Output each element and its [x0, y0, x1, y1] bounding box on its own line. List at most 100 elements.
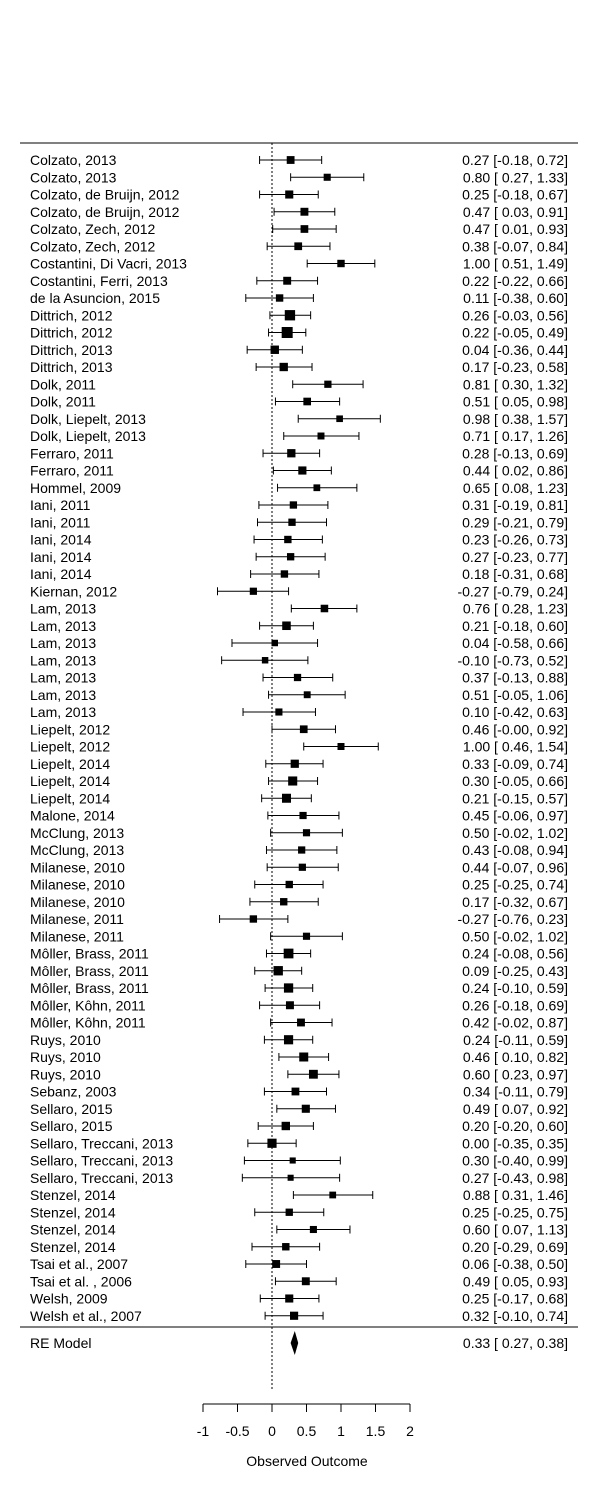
study-label: Môller, Brass, 2011 [30, 963, 149, 979]
effect-text: 0.23 [-0.26, 0.73] [462, 532, 568, 548]
study-row: Kiernan, 2012 -0.27 [-0.79, 0.24] [30, 583, 568, 599]
effect-text: 0.30 [-0.05, 0.66] [462, 773, 568, 789]
effect-text: 0.34 [-0.11, 0.79] [463, 1084, 568, 1100]
study-row: Ferraro, 2011 0.28 [-0.13, 0.69] [30, 445, 568, 461]
study-label: Liepelt, 2014 [30, 773, 110, 789]
effect-text: 0.00 [-0.35, 0.35] [462, 1135, 568, 1151]
effect-text: 0.26 [-0.18, 0.69] [462, 997, 568, 1013]
study-row: Welsh et al., 2007 0.32 [-0.10, 0.74] [30, 1308, 568, 1324]
study-row: Môller, Kôhn, 2011 0.42 [-0.02, 0.87] [30, 1015, 568, 1031]
effect-text: 0.27 [-0.43, 0.98] [462, 1170, 568, 1186]
study-label: Stenzel, 2014 [30, 1222, 116, 1238]
point-estimate [267, 1138, 277, 1148]
study-label: Liepelt, 2012 [30, 721, 110, 737]
effect-text: 0.04 [-0.36, 0.44] [462, 342, 568, 358]
study-label: Costantini, Ferri, 2013 [30, 273, 168, 289]
point-estimate [281, 1121, 290, 1131]
study-label: Iani, 2014 [30, 532, 92, 548]
study-label: Milanese, 2010 [30, 894, 125, 910]
x-axis: -1 -0.5 0 0.5 1 1.5 2 [197, 1403, 414, 1439]
study-row: Môller, Brass, 2011 0.24 [-0.08, 0.56] [30, 946, 568, 962]
effect-text: 0.21 [-0.18, 0.60] [462, 618, 568, 634]
point-estimate [309, 1225, 317, 1234]
effect-text: 0.22 [-0.22, 0.66] [462, 273, 568, 289]
study-row: Milanese, 2010 0.25 [-0.25, 0.74] [30, 877, 568, 893]
study-label: McClung, 2013 [30, 842, 124, 858]
study-row: Ruys, 2010 0.60 [ 0.23, 0.97] [30, 1066, 568, 1082]
study-row: Dolk, 2011 0.81 [ 0.30, 1.32] [30, 376, 568, 392]
point-estimate [294, 242, 303, 251]
study-label: Lam, 2013 [30, 635, 96, 651]
effect-text: 0.60 [ 0.07, 1.13] [463, 1222, 568, 1238]
point-estimate [286, 156, 295, 164]
effect-text: 0.47 [ 0.01, 0.93] [463, 221, 568, 237]
study-row: Môller, Brass, 2011 0.09 [-0.25, 0.43] [30, 963, 568, 979]
study-label: Sebanz, 2003 [30, 1084, 117, 1100]
effect-text: 0.17 [-0.32, 0.67] [462, 894, 568, 910]
effect-text: 0.98 [ 0.38, 1.57] [463, 411, 568, 427]
study-row: Sellaro, 2015 0.20 [-0.20, 0.60] [30, 1118, 568, 1134]
point-estimate [249, 915, 258, 923]
study-row: Liepelt, 2012 0.46 [-0.00, 0.92] [30, 721, 568, 737]
point-estimate [279, 362, 288, 372]
effect-text: 0.44 [-0.07, 0.96] [462, 859, 568, 875]
effect-text: 0.76 [ 0.28, 1.23] [463, 601, 568, 617]
effect-text: 0.04 [-0.58, 0.66] [462, 635, 568, 651]
effect-text: 1.00 [ 0.46, 1.54] [463, 739, 568, 755]
study-label: Colzato, de Bruijn, 2012 [30, 187, 180, 203]
study-row: Milanese, 2010 0.44 [-0.07, 0.96] [30, 859, 568, 875]
study-row: Iani, 2014 0.18 [-0.31, 0.68] [30, 566, 568, 582]
point-estimate [282, 621, 291, 631]
study-label: Iani, 2014 [30, 566, 92, 582]
study-label: Dittrich, 2013 [30, 359, 113, 375]
study-label: Liepelt, 2014 [30, 756, 110, 772]
effect-text: 0.21 [-0.15, 0.57] [462, 790, 568, 806]
effect-text: -0.27 [-0.76, 0.23] [457, 911, 568, 927]
effect-text: 0.88 [ 0.31, 1.46] [463, 1187, 568, 1203]
effect-text: 0.24 [-0.11, 0.59] [463, 1032, 568, 1048]
study-label: Dolk, Liepelt, 2013 [30, 428, 146, 444]
study-row: Malone, 2014 0.45 [-0.06, 0.97] [30, 808, 568, 824]
study-row: Liepelt, 2012 1.00 [ 0.46, 1.54] [30, 739, 568, 755]
effect-text: 0.60 [ 0.23, 0.97] [463, 1066, 568, 1082]
point-estimate [287, 1174, 294, 1181]
study-row: McClung, 2013 0.43 [-0.08, 0.94] [30, 842, 568, 858]
effect-text: 1.00 [ 0.51, 1.49] [463, 256, 568, 272]
tick-label: 2 [406, 1423, 414, 1439]
study-label: Lam, 2013 [30, 670, 96, 686]
study-label: Dittrich, 2013 [30, 342, 113, 358]
effect-text: 0.09 [-0.25, 0.43] [462, 963, 568, 979]
point-estimate [308, 1069, 318, 1079]
study-row: Milanese, 2011 0.50 [-0.02, 1.02] [30, 928, 568, 944]
study-row: Dittrich, 2012 0.22 [-0.05, 0.49] [30, 325, 568, 341]
study-label: Môller, Brass, 2011 [30, 946, 149, 962]
study-row: Liepelt, 2014 0.21 [-0.15, 0.57] [30, 790, 568, 806]
point-estimate [275, 708, 283, 716]
point-estimate [275, 294, 284, 302]
summary-row: RE Model 0.33 [ 0.27, 0.38] [30, 1331, 568, 1355]
effect-text: 0.31 [-0.19, 0.81] [462, 497, 568, 513]
effect-text: 0.27 [-0.18, 0.72] [462, 152, 568, 168]
study-row: Colzato, 2013 0.80 [ 0.27, 1.33] [30, 169, 568, 185]
study-label: Liepelt, 2012 [30, 739, 110, 755]
study-row: Hommel, 2009 0.65 [ 0.08, 1.23] [30, 480, 568, 496]
study-row: Ferraro, 2011 0.44 [ 0.02, 0.86] [30, 463, 568, 479]
study-label: Tsai et al., 2007 [30, 1256, 128, 1272]
point-estimate [283, 983, 294, 993]
effect-text: 0.20 [-0.20, 0.60] [462, 1118, 568, 1134]
effect-text: 0.22 [-0.05, 0.49] [462, 325, 568, 341]
effect-text: 0.44 [ 0.02, 0.86] [463, 463, 568, 479]
study-label: Stenzel, 2014 [30, 1187, 116, 1203]
study-label: Dolk, Liepelt, 2013 [30, 411, 146, 427]
effect-text: 0.50 [-0.02, 1.02] [462, 825, 568, 841]
study-label: Tsai et al. , 2006 [30, 1273, 132, 1289]
effect-text: 0.29 [-0.21, 0.79] [462, 514, 568, 530]
study-row: Sellaro, Treccani, 2013 0.27 [-0.43, 0.98… [30, 1170, 568, 1186]
study-row: Dittrich, 2013 0.17 [-0.23, 0.58] [30, 359, 568, 375]
point-estimate [286, 553, 295, 561]
effect-text: 0.20 [-0.29, 0.69] [462, 1239, 568, 1255]
study-row: Dittrich, 2012 0.26 [-0.03, 0.56] [30, 307, 568, 323]
study-label: Malone, 2014 [30, 808, 115, 824]
